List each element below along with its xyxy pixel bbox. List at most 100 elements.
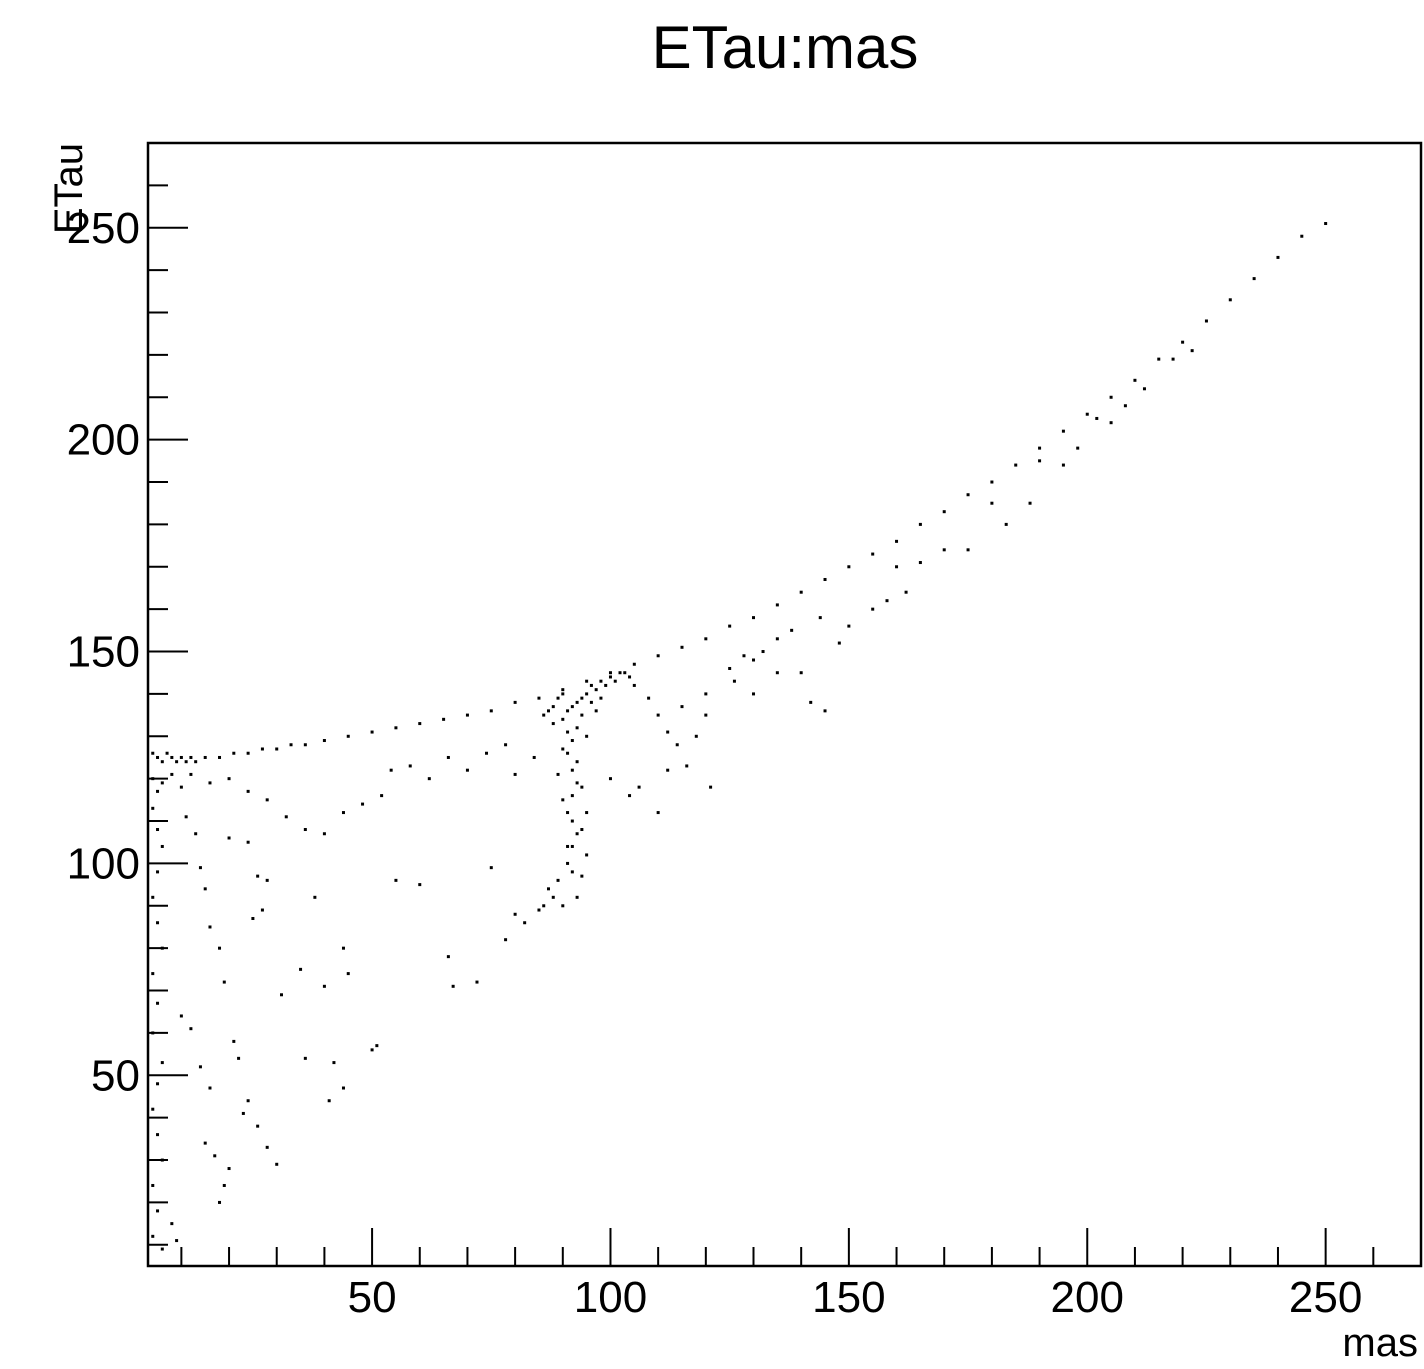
data-point xyxy=(194,760,198,764)
data-point xyxy=(775,637,779,641)
data-point xyxy=(485,751,489,755)
data-point xyxy=(446,755,450,759)
data-point xyxy=(666,768,670,772)
data-point xyxy=(1109,395,1113,399)
data-point xyxy=(675,743,679,747)
data-point xyxy=(208,1086,212,1090)
data-point xyxy=(618,671,622,675)
data-point xyxy=(184,760,188,764)
data-point xyxy=(442,717,446,721)
data-point xyxy=(628,675,632,679)
data-point xyxy=(680,705,684,709)
data-point xyxy=(322,739,326,743)
data-point xyxy=(394,878,398,882)
data-point xyxy=(218,946,222,950)
data-point xyxy=(895,539,899,543)
data-point xyxy=(313,895,317,899)
data-point xyxy=(279,993,283,997)
data-point xyxy=(418,722,422,726)
data-point xyxy=(752,658,756,662)
data-point xyxy=(1300,234,1304,238)
data-point xyxy=(504,938,508,942)
data-point xyxy=(203,1141,207,1145)
data-point xyxy=(632,683,636,687)
axis-ticks xyxy=(148,142,1422,1266)
data-point xyxy=(990,480,994,484)
data-point xyxy=(151,777,155,781)
data-point xyxy=(203,887,207,891)
data-point xyxy=(151,806,155,810)
data-point xyxy=(752,692,756,696)
data-point xyxy=(156,828,160,832)
data-point xyxy=(213,1154,217,1158)
data-point xyxy=(561,904,565,908)
data-point xyxy=(966,548,970,552)
data-point xyxy=(704,637,708,641)
data-point xyxy=(599,696,603,700)
data-point xyxy=(551,722,555,726)
data-point xyxy=(303,828,307,832)
data-point xyxy=(628,794,632,798)
data-point xyxy=(165,751,169,755)
data-point xyxy=(589,683,593,687)
data-point xyxy=(728,624,732,628)
data-point xyxy=(179,755,183,759)
data-point xyxy=(160,760,164,764)
data-point xyxy=(575,895,579,899)
data-point xyxy=(656,713,660,717)
y-tick-label: 150 xyxy=(67,628,140,677)
data-point xyxy=(151,1183,155,1187)
data-point xyxy=(489,866,493,870)
data-point xyxy=(451,984,455,988)
data-point xyxy=(546,887,550,891)
data-point xyxy=(685,764,689,768)
data-point xyxy=(151,1031,155,1035)
data-point xyxy=(895,565,899,569)
data-point xyxy=(289,743,293,747)
data-point xyxy=(1181,340,1185,344)
data-point xyxy=(589,700,593,704)
data-point xyxy=(990,501,994,505)
data-point xyxy=(570,794,574,798)
data-point xyxy=(208,781,212,785)
data-point xyxy=(1014,463,1018,467)
data-point xyxy=(656,654,660,658)
data-point xyxy=(575,760,579,764)
data-point xyxy=(394,726,398,730)
data-point xyxy=(523,921,527,925)
data-point xyxy=(156,1133,160,1137)
data-point xyxy=(265,878,269,882)
data-point xyxy=(241,1111,245,1115)
data-point xyxy=(475,980,479,984)
data-point xyxy=(594,688,598,692)
data-point xyxy=(1061,463,1065,467)
data-point xyxy=(375,1044,379,1048)
data-point xyxy=(570,705,574,709)
data-point xyxy=(871,607,875,611)
data-point xyxy=(604,683,608,687)
data-point xyxy=(561,692,565,696)
data-point xyxy=(260,747,264,751)
data-point xyxy=(546,709,550,713)
data-point xyxy=(818,616,822,620)
data-point xyxy=(299,967,303,971)
data-point xyxy=(303,1056,307,1060)
data-point xyxy=(608,777,612,781)
data-point xyxy=(847,565,851,569)
data-point xyxy=(156,921,160,925)
data-point xyxy=(575,781,579,785)
data-point xyxy=(513,700,517,704)
data-point xyxy=(966,493,970,497)
data-point xyxy=(566,861,570,865)
data-point xyxy=(160,781,164,785)
data-point xyxy=(1276,255,1280,259)
data-point xyxy=(566,751,570,755)
data-point xyxy=(613,679,617,683)
data-point xyxy=(160,1247,164,1251)
data-point xyxy=(566,811,570,815)
data-points xyxy=(151,222,1328,1251)
data-point xyxy=(170,755,174,759)
data-point xyxy=(327,1099,331,1103)
data-point xyxy=(1324,222,1328,226)
